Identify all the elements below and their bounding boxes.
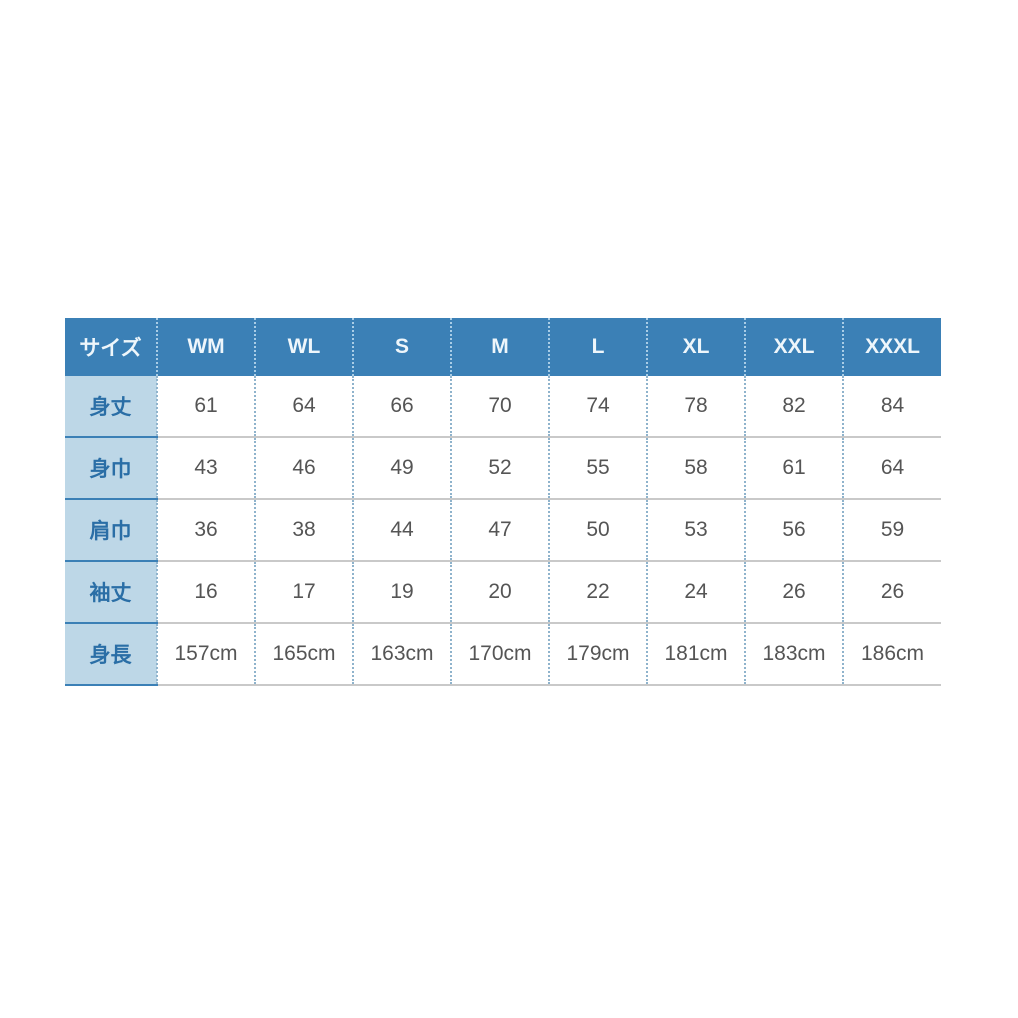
header-size-xxxl: XXXL [842,318,941,376]
table-cell: 26 [842,561,941,624]
table-cell: 24 [646,561,745,624]
table-cell: 78 [646,376,745,438]
table-cell: 179cm [548,623,647,686]
table-cell: 183cm [744,623,843,686]
table-cell: 84 [842,376,941,438]
table-cell: 43 [156,437,255,500]
table-cell: 165cm [254,623,353,686]
table-cell: 64 [842,437,941,500]
table-cell: 38 [254,499,353,562]
table-cell: 74 [548,376,647,438]
table-cell: 163cm [352,623,451,686]
table-cell: 157cm [156,623,255,686]
row-label: 身丈 [65,376,157,438]
table-cell: 181cm [646,623,745,686]
header-size-wl: WL [254,318,353,376]
table-cell: 22 [548,561,647,624]
table-cell: 170cm [450,623,549,686]
table-row: 袖丈 16 17 19 20 22 24 26 26 [65,561,941,624]
table-cell: 70 [450,376,549,438]
row-label: 身長 [65,623,157,686]
header-row: サイズ WM WL S M L XL XXL XXXL [65,318,941,376]
table-row: 身丈 61 64 66 70 74 78 82 84 [65,376,941,438]
row-label: 身巾 [65,437,157,500]
table-cell: 16 [156,561,255,624]
table-cell: 61 [744,437,843,500]
header-size-l: L [548,318,647,376]
table-cell: 44 [352,499,451,562]
table-cell: 56 [744,499,843,562]
header-size-m: M [450,318,549,376]
table-cell: 20 [450,561,549,624]
table-cell: 59 [842,499,941,562]
row-label: 袖丈 [65,561,157,624]
table-cell: 66 [352,376,451,438]
table-row: 身長 157cm 165cm 163cm 170cm 179cm 181cm 183cm 186… [65,623,941,686]
header-size-xl: XL [646,318,745,376]
table-cell: 58 [646,437,745,500]
table-cell: 55 [548,437,647,500]
table-cell: 50 [548,499,647,562]
table-cell: 36 [156,499,255,562]
table-cell: 17 [254,561,353,624]
table-cell: 61 [156,376,255,438]
table-cell: 64 [254,376,353,438]
header-size-label: サイズ [65,318,157,376]
row-label: 肩巾 [65,499,157,562]
table-cell: 19 [352,561,451,624]
table-row: 肩巾 36 38 44 47 50 53 56 59 [65,499,941,562]
table-cell: 53 [646,499,745,562]
header-size-xxl: XXL [744,318,843,376]
table-cell: 52 [450,437,549,500]
table-row: 身巾 43 46 49 52 55 58 61 64 [65,437,941,500]
table-cell: 46 [254,437,353,500]
table-cell: 26 [744,561,843,624]
table-cell: 82 [744,376,843,438]
size-chart-table: サイズ WM WL S M L XL XXL XXXL 身丈 61 64 66 70 74 78 82 84 身巾… [65,318,941,686]
table-cell: 49 [352,437,451,500]
header-size-wm: WM [156,318,255,376]
header-size-s: S [352,318,451,376]
table-cell: 47 [450,499,549,562]
table-cell: 186cm [842,623,941,686]
